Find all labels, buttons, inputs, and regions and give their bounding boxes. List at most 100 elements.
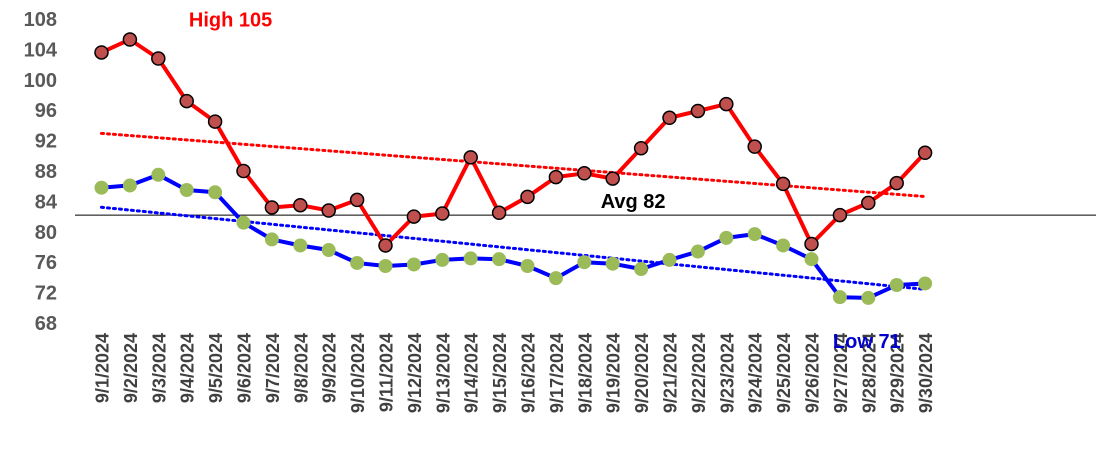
x-tick-label: 9/28/2024 [859, 333, 879, 413]
x-tick-label: 9/24/2024 [746, 333, 766, 413]
data-point-series-1 [719, 230, 734, 245]
x-tick-label: 9/11/2024 [377, 333, 397, 412]
y-tick-label: 76 [35, 252, 57, 274]
data-point-series-0 [861, 195, 876, 211]
data-point-series-1 [577, 255, 592, 270]
data-point-series-1 [861, 290, 876, 305]
x-tick-label: 9/8/2024 [291, 333, 311, 403]
data-point-series-0 [94, 45, 109, 60]
data-point-series-0 [804, 236, 819, 252]
x-tick-label: 9/9/2024 [320, 333, 340, 403]
x-tick-label: 9/12/2024 [405, 333, 425, 413]
x-tick-label: 9/20/2024 [632, 333, 652, 413]
y-tick-label: 72 [35, 283, 57, 305]
x-tick-label: 9/6/2024 [235, 333, 255, 403]
x-tick-label: 9/10/2024 [348, 333, 368, 413]
y-tick-label: 80 [35, 222, 57, 244]
data-point-series-0 [264, 200, 280, 215]
data-point-series-0 [463, 150, 478, 165]
data-point-series-0 [236, 163, 251, 179]
data-point-series-0 [378, 238, 393, 253]
data-point-series-0 [520, 189, 535, 205]
x-tick-label: 9/21/2024 [661, 333, 681, 413]
data-point-series-0 [207, 114, 223, 129]
series-line-1 [101, 172, 926, 300]
data-point-series-0 [491, 205, 507, 221]
data-point-series-1 [179, 183, 194, 197]
annotations: High 105 Avg 82 Low 71 [189, 10, 901, 354]
x-tick-label: 9/2/2024 [121, 333, 141, 403]
y-tick-label: 68 [35, 313, 57, 335]
annotation-label: Low 71 [833, 331, 901, 353]
data-point-series-0 [605, 171, 620, 186]
data-point-series-0 [548, 169, 564, 185]
data-point-series-1 [634, 262, 649, 277]
trendline-series-0 [100, 131, 927, 199]
annotation-label: Avg 82 [601, 191, 666, 213]
data-point-series-1 [435, 252, 450, 267]
data-point-series-1 [804, 252, 819, 267]
data-point-series-0 [151, 51, 166, 66]
x-tick-label: 9/18/2024 [575, 333, 595, 413]
x-tick-label: 9/22/2024 [689, 333, 709, 413]
x-tick-label: 9/26/2024 [803, 333, 823, 413]
y-axis: 68 72 76 80 84 88 92 96 100 104 108 [24, 9, 58, 335]
y-tick-label: 100 [24, 70, 57, 92]
data-point-series-1 [889, 278, 904, 292]
y-tick-label: 96 [35, 100, 57, 122]
data-point-series-1 [350, 255, 365, 270]
data-point-series-1 [208, 185, 223, 200]
data-point-series-0 [690, 103, 706, 119]
data-point-series-1 [321, 243, 336, 258]
trendlines [100, 131, 927, 291]
data-point-series-0 [349, 192, 365, 208]
data-point-series-1 [832, 290, 847, 305]
data-point-series-0 [321, 203, 336, 218]
x-tick-label: 9/17/2024 [547, 333, 567, 413]
x-tick-label: 9/25/2024 [774, 333, 794, 413]
x-tick-label: 9/5/2024 [206, 333, 226, 403]
data-point-series-1 [747, 227, 762, 242]
x-tick-label: 9/27/2024 [831, 333, 851, 413]
data-point-series-1 [264, 232, 279, 247]
data-point-series-0 [747, 139, 762, 154]
data-point-series-1 [151, 167, 166, 182]
series-markers [94, 32, 933, 305]
data-point-series-1 [776, 238, 791, 253]
y-tick-label: 84 [35, 191, 58, 213]
y-tick-label: 104 [24, 39, 58, 61]
data-point-series-1 [548, 271, 563, 286]
data-point-series-1 [520, 259, 535, 273]
data-point-series-0 [406, 209, 422, 224]
data-point-series-1 [690, 244, 705, 259]
data-point-series-1 [463, 251, 478, 266]
data-point-series-0 [832, 207, 848, 223]
data-point-series-1 [293, 238, 308, 253]
data-point-series-1 [918, 276, 933, 291]
x-tick-label: 9/1/2024 [93, 333, 113, 403]
data-point-series-0 [662, 110, 677, 126]
x-tick-label: 9/29/2024 [888, 333, 908, 413]
data-point-series-1 [492, 252, 507, 267]
data-point-series-0 [435, 206, 450, 221]
x-tick-label: 9/4/2024 [178, 333, 198, 403]
x-tick-label: 9/23/2024 [717, 333, 737, 413]
y-tick-label: 92 [35, 131, 57, 153]
data-point-series-0 [719, 96, 734, 112]
x-tick-label: 9/7/2024 [263, 333, 283, 403]
data-point-series-1 [94, 180, 109, 195]
data-point-series-0 [122, 32, 138, 47]
data-point-series-0 [775, 176, 791, 192]
data-point-series-1 [378, 259, 393, 273]
data-point-series-1 [605, 256, 620, 271]
data-point-series-0 [293, 197, 308, 213]
x-tick-label: 9/3/2024 [149, 333, 169, 403]
annotation-label: High 105 [189, 10, 272, 32]
x-tick-label: 9/30/2024 [916, 333, 936, 413]
data-point-series-1 [406, 257, 421, 272]
data-point-series-0 [577, 166, 592, 181]
data-point-series-0 [889, 175, 904, 191]
x-tick-label: 9/13/2024 [433, 333, 453, 413]
x-tick-label: 9/19/2024 [604, 333, 624, 413]
